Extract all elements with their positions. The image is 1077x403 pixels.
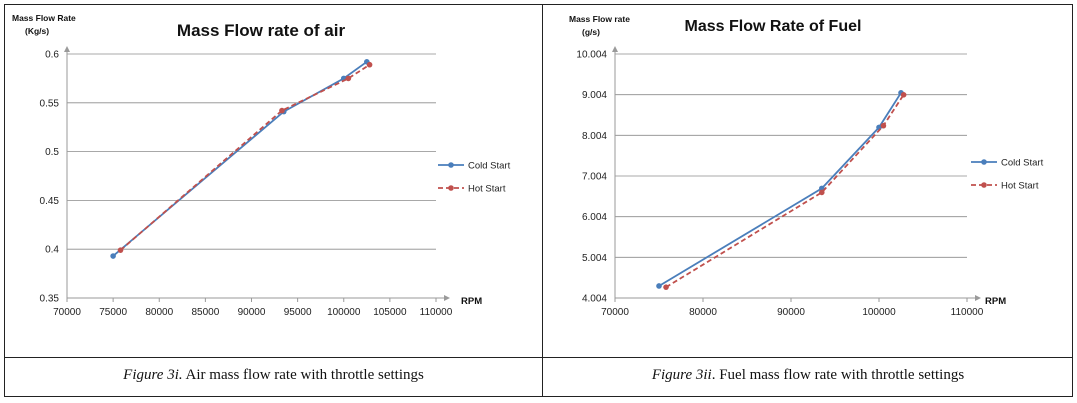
air-mass-flow-chart: Mass Flow rate of air Mass Flow Rate (Kg/s… xyxy=(12,13,511,318)
table-divider-vertical xyxy=(542,5,543,396)
caption-air-text: Air mass flow rate with throttle setting… xyxy=(182,367,424,383)
x-tick-label: 90000 xyxy=(777,307,805,318)
series-line-hot-start xyxy=(665,94,905,288)
y-tick-label: 6.004 xyxy=(582,212,607,223)
caption-fuel: Figure 3ii. Fuel mass flow rate with thr… xyxy=(543,358,1073,396)
y-tick-label: 0.6 xyxy=(45,50,59,61)
y-tick-label: 5.004 xyxy=(582,253,607,264)
data-point-hot-start xyxy=(345,75,352,82)
y-axis-unit-label: (Kg/s) xyxy=(25,26,49,36)
caption-fuel-text: . Fuel mass flow rate with throttle sett… xyxy=(711,367,965,383)
caption-air-label: Figure 3i. xyxy=(123,367,183,383)
x-tick-label: 80000 xyxy=(145,307,173,318)
series-line-cold-start xyxy=(658,92,902,287)
legend-swatch-marker xyxy=(448,185,454,191)
legend-swatch-marker xyxy=(981,159,987,165)
y-tick-label: 8.004 xyxy=(582,131,607,142)
data-point-cold-start xyxy=(110,253,116,259)
series-line-hot-start xyxy=(119,63,371,251)
data-point-hot-start xyxy=(663,284,669,290)
y-tick-label: 0.55 xyxy=(40,98,60,109)
data-point-hot-start xyxy=(366,61,373,68)
caption-fuel-label: Figure 3ii xyxy=(651,367,712,383)
x-axis-arrow xyxy=(975,295,981,301)
y-tick-label: 10.004 xyxy=(576,50,607,61)
data-point-cold-start xyxy=(656,283,662,289)
data-point-hot-start xyxy=(900,92,907,98)
x-tick-label: 100000 xyxy=(327,307,361,318)
data-point-hot-start xyxy=(880,122,887,129)
x-tick-label: 110000 xyxy=(951,307,984,318)
fuel-mass-flow-chart: Mass Flow Rate of Fuel Mass Flow rate (g/s… xyxy=(569,14,1044,318)
chart-title: Mass Flow rate of air xyxy=(177,21,346,40)
y-tick-label: 4.004 xyxy=(582,294,607,305)
x-tick-label: 75000 xyxy=(99,307,127,318)
y-tick-label: 0.35 xyxy=(40,294,60,305)
chart-title: Mass Flow Rate of Fuel xyxy=(685,18,862,35)
figure-table: Mass Flow rate of air Mass Flow Rate (Kg/s… xyxy=(4,4,1073,397)
legend-label: Cold Start xyxy=(1001,158,1044,169)
data-point-hot-start xyxy=(117,247,124,253)
x-tick-label: 110000 xyxy=(420,307,453,318)
legend-label: Hot Start xyxy=(1001,181,1039,192)
y-axis-label: Mass Flow rate xyxy=(569,14,630,24)
x-axis-arrow xyxy=(444,295,450,301)
legend-label: Hot Start xyxy=(468,184,506,195)
x-tick-label: 70000 xyxy=(53,307,81,318)
y-tick-label: 7.004 xyxy=(582,172,607,183)
y-tick-label: 0.4 xyxy=(45,245,59,256)
y-axis-arrow xyxy=(612,46,618,52)
x-tick-label: 70000 xyxy=(601,307,629,318)
y-tick-label: 0.5 xyxy=(45,147,59,158)
x-tick-label: 85000 xyxy=(191,307,219,318)
x-tick-label: 100000 xyxy=(862,307,896,318)
y-axis-label: Mass Flow Rate xyxy=(12,13,76,23)
data-point-hot-start xyxy=(819,189,825,196)
y-tick-label: 0.45 xyxy=(40,196,60,207)
y-axis-arrow xyxy=(64,46,70,52)
x-tick-label: 80000 xyxy=(689,307,717,318)
legend-swatch-marker xyxy=(981,182,987,188)
legend-swatch-marker xyxy=(448,162,454,168)
table-divider-horizontal xyxy=(5,357,1072,358)
x-axis-label: RPM xyxy=(461,296,482,307)
series-line-cold-start xyxy=(112,61,368,257)
caption-air: Figure 3i. Air mass flow rate with throt… xyxy=(5,358,542,396)
y-tick-label: 9.004 xyxy=(582,90,607,101)
x-tick-label: 105000 xyxy=(373,307,407,318)
x-tick-label: 90000 xyxy=(238,307,266,318)
legend-label: Cold Start xyxy=(468,161,511,172)
y-axis-unit-label: (g/s) xyxy=(582,27,600,37)
x-axis-label: RPM xyxy=(985,296,1006,307)
data-point-hot-start xyxy=(279,107,285,114)
x-tick-label: 95000 xyxy=(284,307,312,318)
